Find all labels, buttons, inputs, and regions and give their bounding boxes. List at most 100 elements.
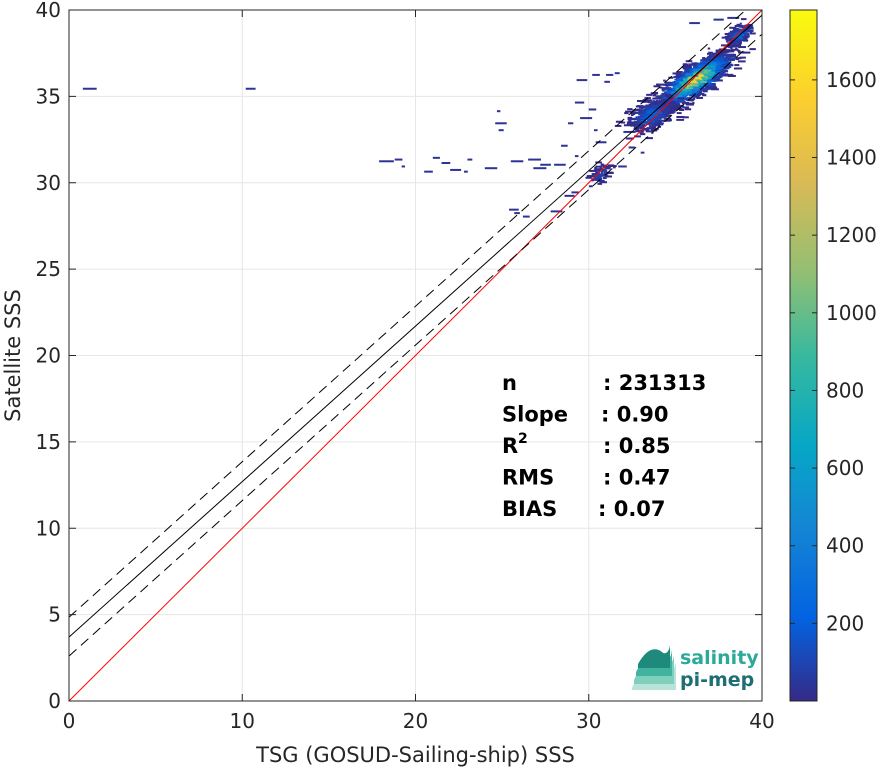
density-cell	[722, 61, 729, 64]
density-cell	[698, 68, 702, 71]
density-cell	[721, 59, 729, 62]
density-cell	[663, 102, 671, 105]
density-cell	[716, 55, 723, 58]
density-cell	[684, 92, 693, 95]
density-cell	[689, 86, 693, 89]
density-cell	[687, 77, 691, 80]
density-cell	[596, 174, 605, 177]
density-cell	[652, 97, 660, 100]
density-cell	[698, 84, 706, 87]
density-cell	[604, 80, 610, 83]
density-cell	[630, 124, 636, 127]
density-cell	[651, 101, 659, 104]
density-cell	[738, 46, 747, 49]
density-cell	[639, 109, 647, 112]
density-cell	[702, 94, 707, 97]
density-cell	[707, 79, 712, 82]
density-cell	[540, 163, 551, 166]
colorbar-tick-label: 1400	[826, 146, 877, 170]
logo-line1: salinity	[680, 647, 759, 669]
density-cell	[694, 88, 699, 91]
density-cell	[733, 28, 740, 31]
density-cell	[710, 88, 719, 91]
density-cell	[599, 167, 603, 170]
density-cell	[723, 66, 732, 69]
density-cell	[640, 107, 644, 110]
density-cell	[737, 60, 746, 63]
density-cell	[663, 112, 669, 115]
density-cell	[678, 100, 686, 103]
stat-label: BIAS	[502, 497, 557, 521]
density-cell	[671, 107, 679, 110]
density-cell	[677, 71, 681, 74]
density-cell	[668, 110, 676, 113]
density-cell	[729, 63, 733, 66]
density-cell	[659, 100, 665, 103]
density-cell	[716, 67, 722, 70]
density-cell	[717, 71, 726, 74]
density-cell	[658, 101, 666, 104]
density-cell	[705, 66, 714, 69]
density-cell	[702, 82, 706, 85]
density-cell	[678, 90, 687, 93]
density-cell	[618, 165, 627, 168]
density-cell	[633, 120, 641, 123]
density-cell	[639, 105, 645, 108]
density-cell	[677, 97, 685, 100]
density-cell	[700, 61, 707, 64]
density-cell	[661, 98, 666, 101]
stat-value: : 0.85	[603, 434, 671, 458]
density-cell	[533, 167, 547, 170]
density-cell	[701, 69, 709, 72]
density-cell	[711, 58, 719, 61]
density-cell	[662, 119, 671, 122]
density-cell	[683, 92, 687, 95]
density-cell	[734, 24, 742, 27]
y-tick-label: 30	[36, 171, 61, 195]
density-cell	[600, 171, 603, 174]
density-cell	[615, 120, 623, 123]
density-cell	[651, 118, 659, 121]
density-cell	[738, 51, 741, 54]
density-cell	[724, 51, 728, 54]
density-cell	[675, 82, 683, 85]
density-cell	[635, 111, 640, 114]
density-cell	[653, 92, 658, 95]
density-cell	[628, 119, 632, 122]
density-cell	[595, 171, 600, 174]
logo-line2: pi-mep	[680, 669, 754, 691]
density-cell	[594, 168, 600, 171]
density-cell	[737, 49, 741, 52]
density-cell	[588, 108, 597, 111]
density-cell	[632, 117, 640, 120]
density-cell	[684, 108, 692, 111]
density-cell	[652, 94, 657, 97]
density-cell	[694, 86, 703, 89]
density-cell	[636, 99, 645, 102]
density-cell	[634, 135, 641, 138]
density-cell	[697, 80, 701, 83]
density-cell	[731, 48, 739, 51]
density-cell	[742, 36, 749, 39]
density-cell	[726, 40, 729, 43]
density-cell	[745, 27, 754, 30]
identity-line	[68, 9, 763, 702]
density-cell	[694, 91, 702, 94]
density-cell	[648, 107, 653, 110]
density-cell	[707, 67, 714, 70]
density-cell	[636, 108, 641, 111]
density-cell	[594, 176, 602, 179]
density-cell	[663, 79, 666, 82]
density-cell	[668, 101, 676, 104]
density-cell	[701, 89, 708, 92]
stat-value: : 0.47	[603, 466, 671, 490]
density-cell	[682, 76, 686, 79]
density-cell	[648, 125, 655, 128]
density-cell	[665, 81, 671, 84]
density-cell	[664, 88, 673, 91]
density-cell	[652, 100, 656, 103]
density-cell	[645, 128, 650, 131]
density-cell	[675, 81, 680, 84]
density-cell	[722, 54, 731, 57]
density-cell	[742, 27, 749, 30]
